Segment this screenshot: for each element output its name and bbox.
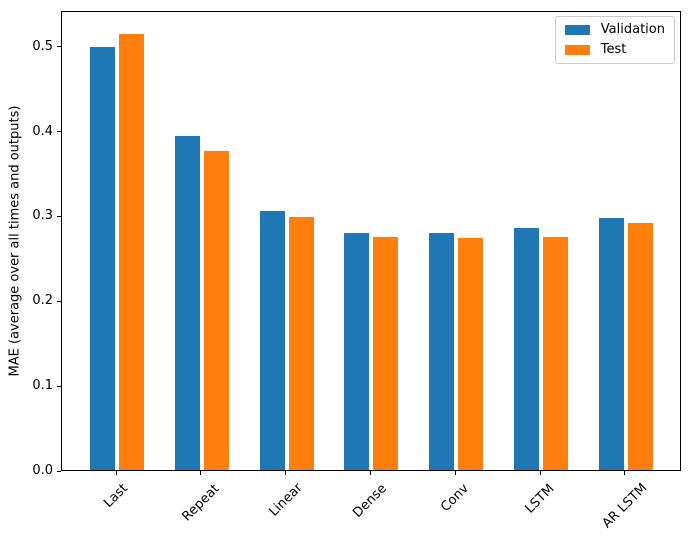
x-tick-label-ar-lstm: AR LSTM — [599, 481, 651, 532]
y-tick-mark — [57, 46, 61, 48]
x-tick-label-dense: Dense — [350, 480, 391, 521]
x-tick-mark — [454, 471, 456, 475]
x-tick-label-conv: Conv — [438, 481, 473, 515]
y-tick-mark — [57, 131, 61, 133]
bar-test-lstm — [543, 236, 568, 470]
x-tick-mark — [200, 471, 202, 475]
legend: Validation Test — [554, 16, 675, 64]
y-tick-label: 0.4 — [32, 123, 53, 139]
bar-validation-dense — [344, 232, 370, 470]
plot-area: Validation Test — [61, 11, 681, 471]
x-tick-label-linear: Linear — [266, 480, 306, 521]
x-tick-label-last: Last — [101, 480, 131, 511]
y-tick-mark — [57, 300, 61, 302]
bar-test-conv — [458, 237, 484, 470]
bar-test-ar-lstm — [627, 223, 653, 470]
y-tick-mark — [57, 470, 61, 472]
x-tick-mark — [285, 471, 287, 475]
bar-validation-linear — [259, 211, 285, 470]
bar-validation-repeat — [174, 136, 200, 470]
x-tick-label-repeat: Repeat — [179, 481, 223, 525]
bars-layer — [62, 12, 680, 470]
x-tick-mark — [115, 471, 117, 475]
legend-label-test: Test — [600, 42, 627, 57]
x-tick-mark — [369, 471, 371, 475]
y-tick-label: 0.1 — [32, 378, 53, 394]
legend-label-validation: Validation — [600, 22, 665, 37]
y-tick-label: 0.5 — [32, 38, 53, 54]
legend-swatch-test — [564, 45, 590, 55]
x-tick-label-lstm: LSTM — [522, 481, 558, 517]
y-axis-label: MAE (average over all times and outputs) — [7, 105, 23, 377]
bar-validation-conv — [429, 233, 455, 470]
bar-validation-lstm — [514, 228, 539, 470]
y-tick-mark — [57, 215, 61, 217]
bar-test-linear — [288, 216, 314, 470]
legend-swatch-validation — [564, 25, 590, 35]
y-tick-label: 0.0 — [32, 463, 53, 478]
legend-item-test: Test — [564, 42, 665, 57]
y-tick-label: 0.3 — [32, 208, 53, 224]
bar-test-last — [119, 33, 144, 470]
bar-test-dense — [373, 236, 399, 470]
bar-validation-ar-lstm — [598, 218, 624, 470]
bar-validation-last — [90, 46, 115, 470]
y-tick-label: 0.2 — [32, 293, 53, 309]
x-tick-mark — [624, 471, 626, 475]
legend-item-validation: Validation — [564, 22, 665, 37]
x-tick-mark — [539, 471, 541, 475]
y-tick-mark — [57, 385, 61, 387]
bar-test-repeat — [203, 151, 229, 470]
